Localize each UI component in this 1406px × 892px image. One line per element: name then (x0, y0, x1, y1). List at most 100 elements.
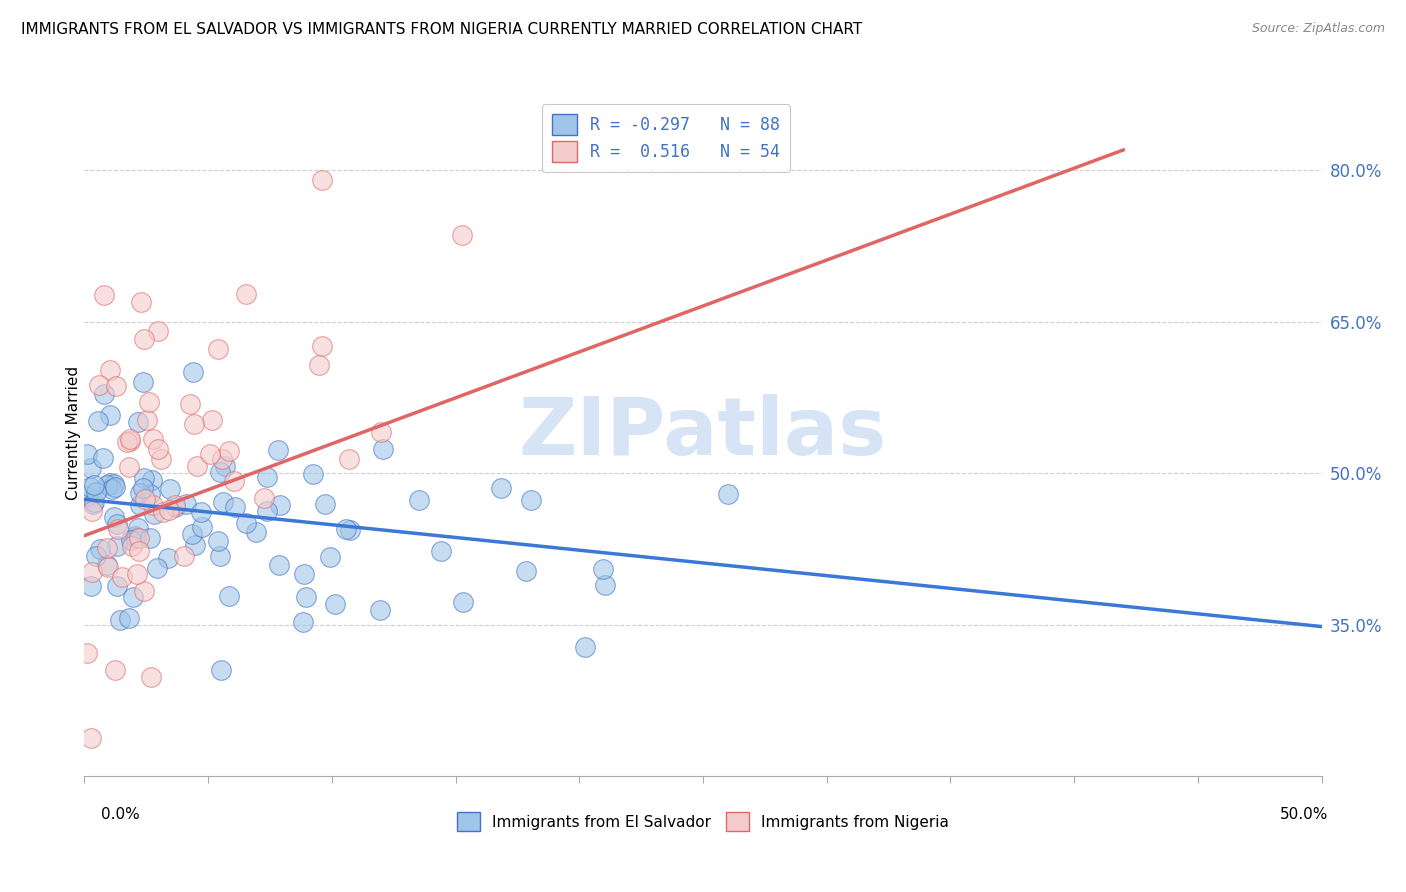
Point (98, 408, 121, 422)
Point (146, 442, 169, 456)
Point (103, 510, 125, 524)
Point (186, 458, 208, 473)
Point (104, 663, 127, 677)
Point (208, 466, 231, 480)
Point (120, 434, 142, 448)
Point (295, 590, 318, 604)
Point (224, 500, 246, 514)
Point (208, 549, 231, 563)
Point (98, 362, 121, 376)
Point (127, 415, 149, 429)
Point (408, 493, 430, 508)
Point (190, 505, 212, 519)
Point (132, 375, 155, 389)
Point (245, 525, 267, 540)
Point (218, 443, 240, 458)
Point (592, 562, 614, 576)
Point (84, 484, 107, 499)
Point (105, 378, 128, 392)
Legend: Immigrants from El Salvador, Immigrants from Nigeria: Immigrants from El Salvador, Immigrants … (451, 806, 955, 837)
Point (207, 342, 229, 356)
Point (311, 173, 333, 187)
Point (139, 487, 162, 501)
Point (214, 458, 236, 473)
Point (235, 516, 257, 530)
Point (520, 493, 543, 508)
Point (451, 227, 474, 242)
Point (128, 498, 150, 512)
Text: 0.0%: 0.0% (101, 807, 141, 822)
Point (128, 544, 150, 558)
Point (87, 415, 110, 429)
Text: 50.0%: 50.0% (1281, 807, 1329, 822)
Point (198, 446, 221, 460)
Point (132, 333, 155, 347)
Point (82, 504, 104, 518)
Point (209, 663, 232, 677)
Point (96, 558, 118, 573)
Point (121, 539, 143, 553)
Point (253, 491, 276, 506)
Point (76, 447, 98, 461)
Point (98, 476, 121, 491)
Point (128, 531, 150, 545)
Point (179, 397, 201, 411)
Point (96, 477, 118, 491)
Point (91, 450, 114, 465)
Point (292, 615, 315, 629)
Point (124, 531, 146, 545)
Point (211, 451, 233, 466)
Point (103, 477, 125, 491)
Point (134, 491, 156, 506)
Point (83, 495, 105, 509)
Point (370, 425, 392, 440)
Point (142, 432, 165, 446)
Point (314, 497, 336, 511)
Point (717, 486, 740, 500)
Point (515, 564, 537, 578)
Point (368, 603, 391, 617)
Point (191, 520, 214, 534)
Point (80, 565, 103, 579)
Point (142, 498, 165, 512)
Point (163, 500, 186, 514)
Point (267, 558, 290, 573)
Point (101, 483, 124, 497)
Point (122, 590, 145, 604)
Point (207, 533, 229, 548)
Point (256, 469, 278, 483)
Point (337, 452, 360, 467)
Point (105, 579, 128, 593)
Point (82, 497, 104, 511)
Text: ZIPatlas: ZIPatlas (519, 393, 887, 472)
Point (143, 507, 166, 521)
Point (96, 541, 118, 555)
Point (180, 526, 202, 541)
Point (339, 523, 361, 537)
Point (79, 480, 101, 494)
Point (149, 451, 172, 466)
Point (311, 339, 333, 353)
Point (132, 583, 155, 598)
Point (308, 358, 330, 372)
Point (200, 413, 222, 427)
Point (371, 442, 394, 456)
Point (174, 497, 197, 511)
Point (132, 481, 155, 495)
Point (84, 549, 107, 563)
Point (301, 467, 323, 481)
Point (157, 503, 180, 517)
Point (104, 480, 127, 494)
Point (80, 731, 103, 746)
Point (118, 610, 141, 624)
Point (184, 538, 207, 552)
Point (256, 504, 278, 518)
Point (141, 670, 163, 684)
Point (118, 459, 141, 474)
Point (138, 394, 160, 409)
Point (489, 481, 512, 495)
Point (93, 387, 115, 401)
Point (107, 522, 129, 536)
Point (269, 498, 291, 512)
Point (292, 567, 315, 582)
